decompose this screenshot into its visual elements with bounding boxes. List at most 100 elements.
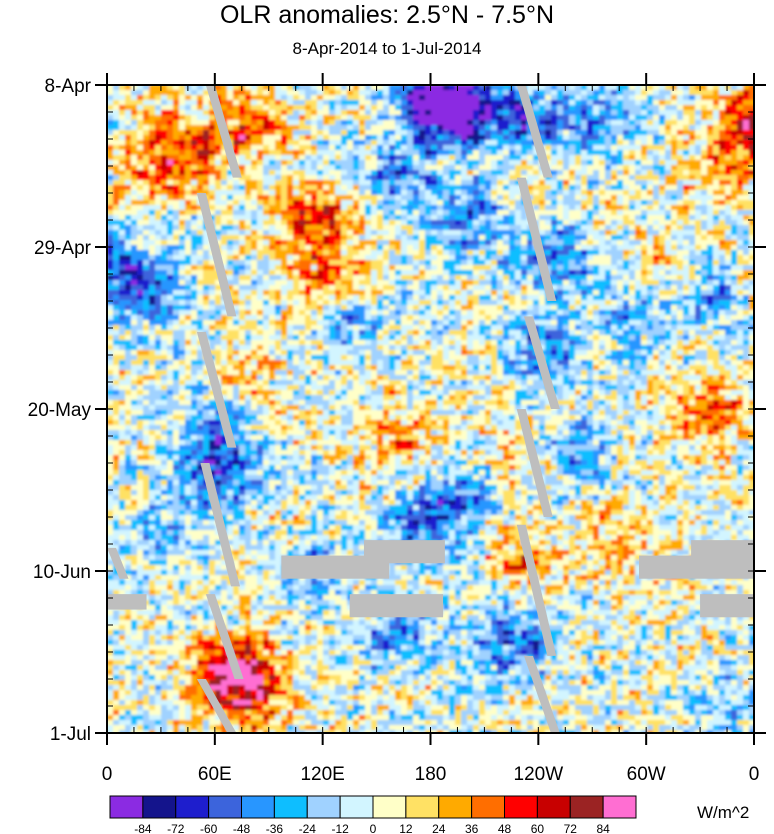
field-cell	[419, 210, 426, 216]
field-cell	[503, 300, 510, 306]
field-cell	[389, 185, 396, 191]
field-cell	[179, 175, 186, 181]
field-cell	[335, 165, 342, 171]
field-cell	[365, 275, 372, 281]
field-cell	[191, 110, 198, 116]
field-cell	[149, 225, 156, 231]
field-cell	[203, 265, 210, 271]
field-cell	[587, 305, 594, 311]
field-cell	[551, 165, 558, 171]
field-cell	[347, 90, 354, 96]
field-cell	[557, 280, 564, 286]
field-cell	[695, 195, 702, 201]
field-cell	[191, 265, 198, 271]
field-cell	[263, 155, 270, 161]
field-cell	[749, 235, 754, 241]
field-cell	[341, 235, 348, 241]
field-cell	[467, 110, 474, 116]
field-cell	[623, 95, 630, 101]
field-cell	[647, 175, 654, 181]
field-cell	[587, 90, 594, 96]
field-cell	[539, 180, 546, 186]
field-cell	[527, 310, 534, 316]
field-cell	[161, 310, 168, 316]
field-cell	[515, 250, 522, 256]
field-cell	[713, 120, 720, 126]
field-cell	[485, 120, 492, 126]
field-cell	[137, 300, 144, 306]
field-cell	[257, 180, 264, 186]
field-cell	[107, 315, 114, 321]
field-cell	[203, 140, 210, 146]
field-cell	[143, 245, 150, 251]
field-cell	[671, 145, 678, 151]
field-cell	[425, 175, 432, 181]
field-cell	[275, 185, 282, 191]
field-cell	[215, 220, 222, 226]
field-cell	[365, 155, 372, 161]
field-cell	[383, 170, 390, 176]
field-cell	[425, 115, 432, 121]
field-cell	[371, 210, 378, 216]
field-cell	[401, 140, 408, 146]
field-cell	[137, 115, 144, 121]
field-cell	[743, 265, 750, 271]
field-cell	[437, 240, 444, 246]
field-cell	[443, 125, 450, 131]
field-cell	[431, 120, 438, 126]
field-cell	[713, 155, 720, 161]
field-cell	[119, 315, 126, 321]
field-cell	[365, 145, 372, 151]
field-cell	[359, 230, 366, 236]
field-cell	[581, 245, 588, 251]
field-cell	[683, 100, 690, 106]
field-cell	[323, 305, 330, 311]
field-cell	[479, 235, 486, 241]
field-cell	[731, 305, 738, 311]
field-cell	[539, 285, 546, 291]
field-cell	[221, 190, 228, 196]
field-cell	[467, 115, 474, 121]
field-cell	[431, 195, 438, 201]
field-cell	[131, 280, 138, 286]
field-cell	[209, 265, 216, 271]
field-cell	[719, 115, 726, 121]
field-cell	[689, 140, 696, 146]
field-cell	[185, 230, 192, 236]
field-cell	[629, 280, 636, 286]
field-cell	[671, 210, 678, 216]
field-cell	[737, 140, 744, 146]
field-cell	[137, 295, 144, 301]
field-cell	[515, 100, 522, 106]
field-cell	[239, 255, 246, 261]
field-cell	[149, 215, 156, 221]
field-cell	[371, 195, 378, 201]
field-cell	[299, 250, 306, 256]
field-cell	[551, 225, 558, 231]
field-cell	[269, 300, 276, 306]
field-cell	[461, 260, 468, 266]
field-cell	[413, 290, 420, 296]
field-cell	[407, 195, 414, 201]
field-cell	[635, 290, 642, 296]
field-cell	[137, 185, 144, 191]
field-cell	[137, 220, 144, 226]
field-cell	[689, 220, 696, 226]
field-cell	[365, 310, 372, 316]
field-cell	[707, 285, 714, 291]
field-cell	[575, 180, 582, 186]
field-cell	[203, 90, 210, 96]
field-cell	[539, 240, 546, 246]
field-cell	[677, 175, 684, 181]
field-cell	[419, 195, 426, 201]
field-cell	[167, 200, 174, 206]
field-cell	[497, 85, 504, 91]
field-cell	[431, 165, 438, 171]
field-cell	[383, 280, 390, 286]
field-cell	[653, 175, 660, 181]
field-cell	[341, 125, 348, 131]
field-cell	[587, 155, 594, 161]
field-cell	[497, 280, 504, 286]
field-cell	[557, 265, 564, 271]
field-cell	[509, 200, 516, 206]
